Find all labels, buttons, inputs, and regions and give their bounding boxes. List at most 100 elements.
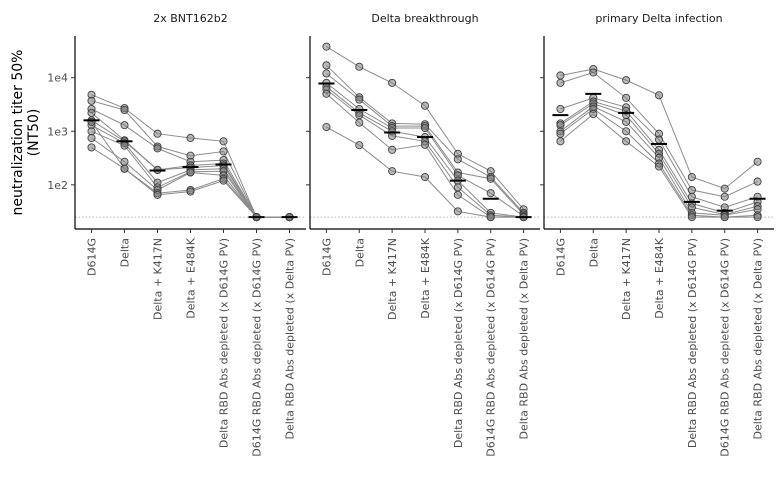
x-tick-label: Delta + E484K [185,237,198,319]
data-point [153,190,162,199]
x-tick-label: Delta RBD Abs depleted (x Delta PV) [518,238,531,439]
data-point [388,78,397,87]
data-point [153,129,162,138]
facet-panels: 2x BNT162b2 1e2 1e3 1e4 D614G Delta Delta + K4… [47,12,774,457]
data-point [420,140,430,149]
data-point [87,117,96,126]
data-point [687,185,696,195]
data-point [453,207,462,216]
data-point [87,133,96,143]
data-point [486,174,495,183]
data-point [654,91,664,100]
x-tick-label: Delta RBD Abs depleted (x D614G PV) [452,238,465,448]
data-point [355,118,364,127]
data-point [687,213,696,222]
y-tick-label: 1e3 [47,125,68,138]
data-point [219,137,228,146]
x-tick-label: Delta + E484K [419,237,432,319]
x-tick-label: Delta RBD Abs depleted (x Delta PV) [284,238,297,439]
data-point [355,111,364,120]
panel-title: Delta breakthrough [371,12,478,25]
data-point [322,89,331,98]
data-point [720,184,729,193]
data-point [420,123,430,133]
data-point [219,147,228,156]
data-point [486,189,495,198]
data-point [622,117,631,126]
x-tick-label: Delta RBD Abs depleted (x Delta PV) [752,238,765,439]
data-point [87,108,96,117]
subject-line [560,68,758,190]
x-tick-label: Delta [587,238,600,267]
data-point [589,109,598,119]
data-point [556,104,565,114]
data-point [186,133,195,143]
data-point [622,93,631,102]
data-point [420,172,430,182]
data-point [453,183,462,192]
x-tick-label: Delta RBD Abs depleted (x D614G PV) [218,238,231,448]
data-point [87,96,96,105]
x-tick-label: D614G RBD Abs depleted (x D614G PV) [485,238,498,457]
panel-title: primary Delta infection [595,12,722,25]
data-point [219,176,228,185]
data-point [87,127,96,136]
panel-3: primary Delta infection D614G Delta Delta +… [540,12,774,457]
data-point [589,68,598,77]
data-point [622,127,631,136]
data-point [687,172,696,182]
data-point [556,137,565,146]
data-point [654,162,664,171]
x-tick-label: D614G [320,238,333,276]
x-tick-label: D614G RBD Abs depleted (x D614G PV) [251,238,264,457]
data-point [753,157,762,166]
data-point [720,192,729,201]
x-tick-label: Delta [353,238,366,267]
x-tick-label: Delta RBD Abs depleted (x D614G PV) [686,238,699,448]
x-tick-label: Delta + K417N [152,238,165,320]
data-point [556,78,565,87]
data-point [720,213,729,222]
data-point [453,155,462,164]
subject-line [91,137,290,218]
x-tick-label: Delta [119,238,132,267]
data-point [388,167,397,176]
y-axis-label-line2: (NT50) [26,109,42,157]
data-point [322,69,331,78]
data-point [120,164,129,173]
data-point [556,71,565,80]
y-axis-label-line1: neutralization titer 50% [10,50,26,216]
x-tick-label: Delta + E484K [653,237,666,319]
data-point [120,105,129,115]
x-tick-label: D614G RBD Abs depleted (x D614G PV) [719,238,732,457]
data-point [753,213,762,222]
data-point [388,145,397,154]
data-point [153,144,162,153]
x-tick-label: Delta + K417N [386,238,399,320]
data-point [453,190,462,199]
data-point [186,187,195,196]
panel-2: Delta breakthrough D614G Delta Delta + K417… [306,12,540,457]
data-point [355,62,364,71]
data-point [120,157,129,166]
panel-1: 2x BNT162b2 1e2 1e3 1e4 D614G Delta Delta + K4… [47,12,306,457]
data-point [120,121,129,130]
data-point [654,135,664,144]
data-point [355,95,364,104]
data-point [322,122,331,132]
data-point [87,143,96,152]
x-tick-label: D614G [554,238,567,276]
data-point [687,192,696,201]
y-tick-label: 1e2 [47,179,68,192]
data-point [322,61,331,70]
y-tick-label: 1e4 [47,72,68,85]
x-tick-label: D614G [86,238,99,276]
data-point [622,137,631,146]
data-point [322,42,331,51]
data-point [486,213,495,222]
data-point [622,76,631,85]
panel-title: 2x BNT162b2 [153,12,227,25]
data-point [120,141,129,150]
data-point [753,177,762,186]
